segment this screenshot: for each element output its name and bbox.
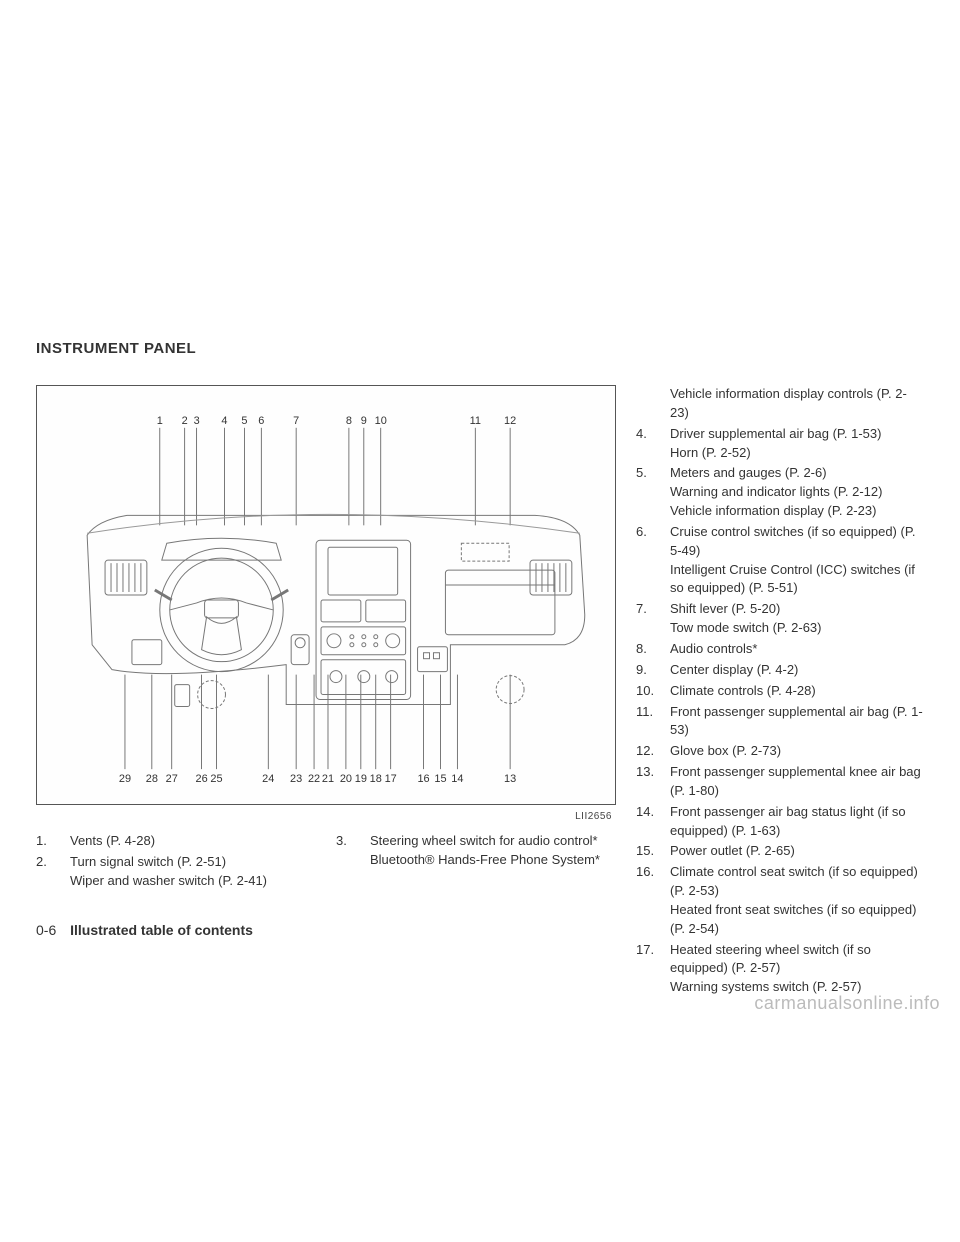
- legend-number: 17.: [636, 941, 670, 998]
- legend-text: Center display (P. 4-2): [670, 661, 924, 680]
- svg-text:12: 12: [504, 415, 516, 427]
- legend-item: 3.Steering wheel switch for audio contro…: [336, 832, 616, 870]
- legend-number: 4.: [636, 425, 670, 463]
- footer-title: Illustrated table of contents: [70, 922, 253, 938]
- legend-item: 17.Heated steering wheel switch (if so e…: [636, 941, 924, 998]
- legend-item: 15.Power outlet (P. 2-65): [636, 842, 924, 861]
- legend-list-1: 1.Vents (P. 4-28)2.Turn signal switch (P…: [36, 832, 316, 891]
- svg-text:4: 4: [221, 415, 227, 427]
- svg-text:21: 21: [322, 773, 334, 785]
- legend-list-2: 3.Steering wheel switch for audio contro…: [336, 832, 616, 870]
- legend-item: 12.Glove box (P. 2-73): [636, 742, 924, 761]
- svg-text:11: 11: [470, 415, 481, 427]
- legend-number: 7.: [636, 600, 670, 638]
- legend-text: Glove box (P. 2-73): [670, 742, 924, 761]
- legend-number: 11.: [636, 703, 670, 741]
- legend-number: 10.: [636, 682, 670, 701]
- legend-number: 9.: [636, 661, 670, 680]
- svg-text:17: 17: [385, 773, 397, 785]
- legend-item: 14.Front passenger air bag status light …: [636, 803, 924, 841]
- page-footer: 0-6 Illustrated table of contents: [36, 922, 253, 938]
- diagram-code: LII2656: [36, 811, 616, 822]
- legend-number: 14.: [636, 803, 670, 841]
- svg-text:2: 2: [182, 415, 188, 427]
- legend-item: Vehicle information display controls (P.…: [636, 385, 924, 423]
- legend-text: Heated steering wheel switch (if so equi…: [670, 941, 924, 998]
- legend-text: Driver supplemental air bag (P. 1-53)Hor…: [670, 425, 924, 463]
- legend-text: Cruise control switches (if so equipped)…: [670, 523, 924, 598]
- diagram-column: 123456789101112 292827262524232221201918…: [36, 385, 616, 999]
- legend-item: 6.Cruise control switches (if so equippe…: [636, 523, 924, 598]
- legend-number: 16.: [636, 863, 670, 938]
- svg-text:23: 23: [290, 773, 302, 785]
- svg-text:9: 9: [361, 415, 367, 427]
- svg-text:27: 27: [166, 773, 178, 785]
- legend-item: 1.Vents (P. 4-28): [36, 832, 316, 851]
- legend-number: 5.: [636, 464, 670, 521]
- legend-text: Front passenger supplemental knee air ba…: [670, 763, 924, 801]
- legend-number: 15.: [636, 842, 670, 861]
- svg-text:28: 28: [146, 773, 158, 785]
- svg-text:3: 3: [194, 415, 200, 427]
- section-title: INSTRUMENT PANEL: [36, 340, 924, 357]
- legend-item: 11.Front passenger supplemental air bag …: [636, 703, 924, 741]
- legend-number: 3.: [336, 832, 370, 870]
- legend-text: Meters and gauges (P. 2-6)Warning and in…: [670, 464, 924, 521]
- legend-item: 2.Turn signal switch (P. 2-51)Wiper and …: [36, 853, 316, 891]
- legend-text: Shift lever (P. 5-20)Tow mode switch (P.…: [670, 600, 924, 638]
- legend-below-diagram: 1.Vents (P. 4-28)2.Turn signal switch (P…: [36, 832, 616, 893]
- svg-text:8: 8: [346, 415, 352, 427]
- svg-text:19: 19: [355, 773, 367, 785]
- legend-number: 6.: [636, 523, 670, 598]
- legend-number: 2.: [36, 853, 70, 891]
- svg-text:16: 16: [417, 773, 429, 785]
- svg-text:7: 7: [293, 415, 299, 427]
- svg-text:29: 29: [119, 773, 131, 785]
- svg-text:22: 22: [308, 773, 320, 785]
- legend-list-3: Vehicle information display controls (P.…: [636, 385, 924, 997]
- legend-item: 13.Front passenger supplemental knee air…: [636, 763, 924, 801]
- legend-text: Power outlet (P. 2-65): [670, 842, 924, 861]
- legend-text: Front passenger air bag status light (if…: [670, 803, 924, 841]
- legend-text: Climate controls (P. 4-28): [670, 682, 924, 701]
- legend-number: 1.: [36, 832, 70, 851]
- legend-item: 16.Climate control seat switch (if so eq…: [636, 863, 924, 938]
- svg-text:20: 20: [340, 773, 352, 785]
- legend-text: Front passenger supplemental air bag (P.…: [670, 703, 924, 741]
- legend-item: 10.Climate controls (P. 4-28): [636, 682, 924, 701]
- svg-text:10: 10: [375, 415, 387, 427]
- svg-text:1: 1: [157, 415, 163, 427]
- watermark: carmanualsonline.info: [754, 993, 940, 1014]
- svg-text:14: 14: [451, 773, 463, 785]
- svg-text:15: 15: [434, 773, 446, 785]
- legend-item: 7.Shift lever (P. 5-20)Tow mode switch (…: [636, 600, 924, 638]
- right-column: Vehicle information display controls (P.…: [636, 385, 924, 999]
- svg-text:25: 25: [210, 773, 222, 785]
- svg-text:6: 6: [258, 415, 264, 427]
- legend-text: Vehicle information display controls (P.…: [670, 385, 924, 423]
- svg-text:26: 26: [196, 773, 208, 785]
- legend-text: Turn signal switch (P. 2-51)Wiper and wa…: [70, 853, 316, 891]
- legend-item: 4.Driver supplemental air bag (P. 1-53)H…: [636, 425, 924, 463]
- legend-text: Climate control seat switch (if so equip…: [670, 863, 924, 938]
- legend-item: 5.Meters and gauges (P. 2-6)Warning and …: [636, 464, 924, 521]
- legend-number: [636, 385, 670, 423]
- legend-number: 13.: [636, 763, 670, 801]
- page-number: 0-6: [36, 922, 56, 938]
- legend-item: 8.Audio controls*: [636, 640, 924, 659]
- legend-number: 8.: [636, 640, 670, 659]
- legend-text: Audio controls*: [670, 640, 924, 659]
- legend-item: 9.Center display (P. 4-2): [636, 661, 924, 680]
- svg-text:24: 24: [262, 773, 274, 785]
- instrument-panel-diagram: 123456789101112 292827262524232221201918…: [36, 385, 616, 805]
- svg-text:18: 18: [370, 773, 382, 785]
- svg-text:5: 5: [241, 415, 247, 427]
- legend-text: Steering wheel switch for audio control*…: [370, 832, 616, 870]
- svg-text:13: 13: [504, 773, 516, 785]
- legend-number: 12.: [636, 742, 670, 761]
- content-columns: 123456789101112 292827262524232221201918…: [36, 385, 924, 999]
- legend-text: Vents (P. 4-28): [70, 832, 316, 851]
